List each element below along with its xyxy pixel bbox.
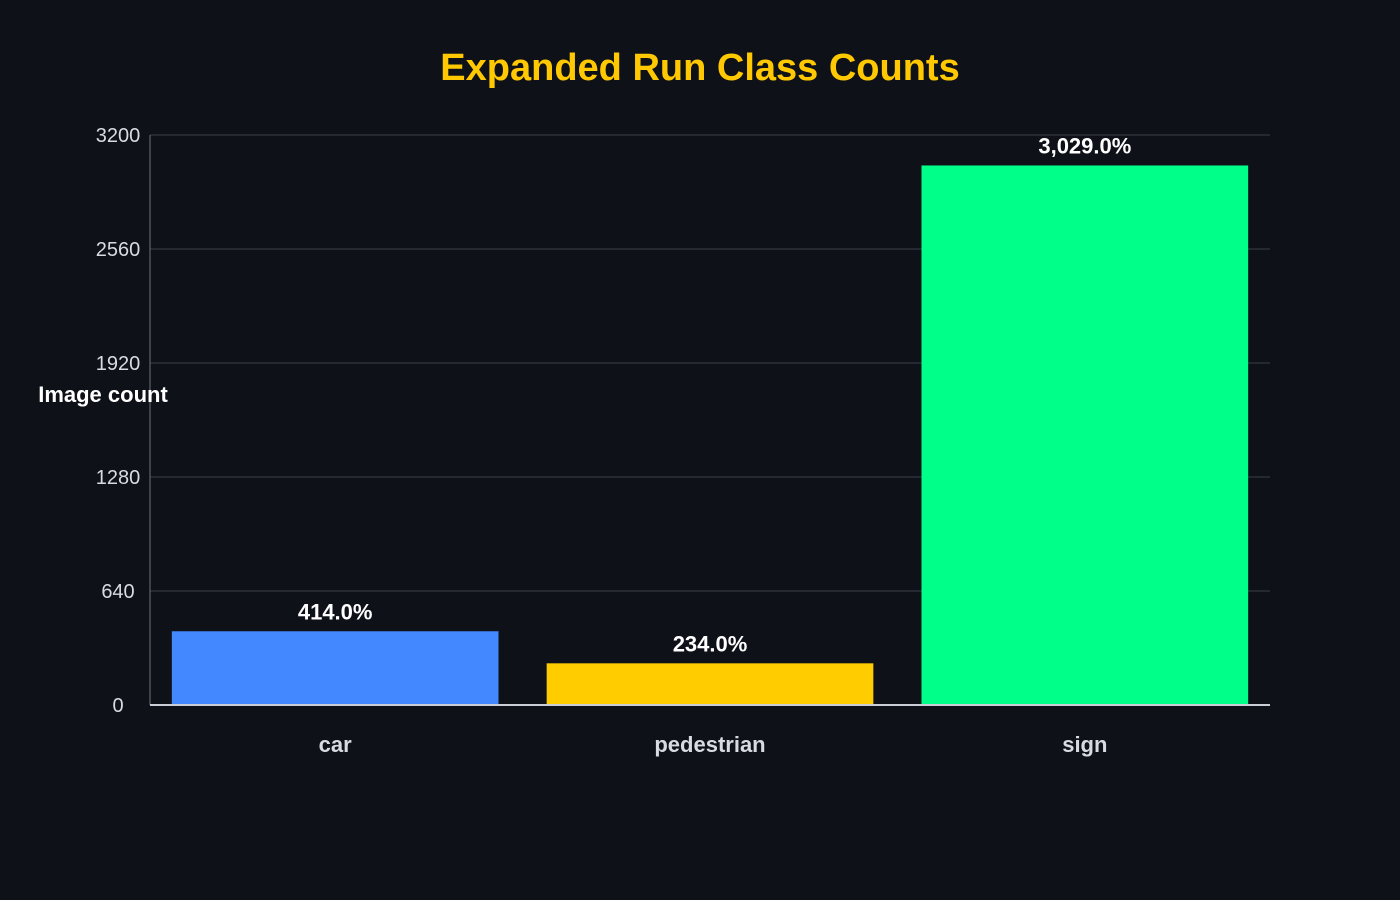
data-label-sign: 3,029.0% — [1038, 133, 1131, 158]
x-tick-label-car: car — [319, 732, 352, 757]
y-tick-label: 0 — [112, 695, 123, 717]
y-tick-label: 1280 — [96, 467, 141, 489]
axis-layer — [149, 135, 1270, 706]
y-tick-label: 640 — [101, 581, 134, 603]
y-tick-label: 3200 — [96, 125, 141, 147]
bar-sign — [921, 165, 1249, 706]
data-label-car: 414.0% — [298, 599, 373, 624]
y-axis-label: Image count — [38, 382, 168, 407]
x-tick-label-pedestrian: pedestrian — [654, 732, 765, 757]
y-tick-label: 2560 — [96, 239, 141, 261]
y-tick-label: 1920 — [96, 353, 141, 375]
chart-title: Expanded Run Class Counts — [440, 47, 959, 89]
x-tick-label-sign: sign — [1062, 732, 1107, 757]
label-layer: 0 640 1280 1920 2560 3200 414.0% car 234.0% pedes… — [96, 125, 1132, 757]
bar-pedestrian — [546, 663, 874, 705]
bar-car — [171, 631, 499, 705]
bar-layer — [171, 165, 1249, 706]
data-label-pedestrian: 234.0% — [673, 631, 748, 656]
